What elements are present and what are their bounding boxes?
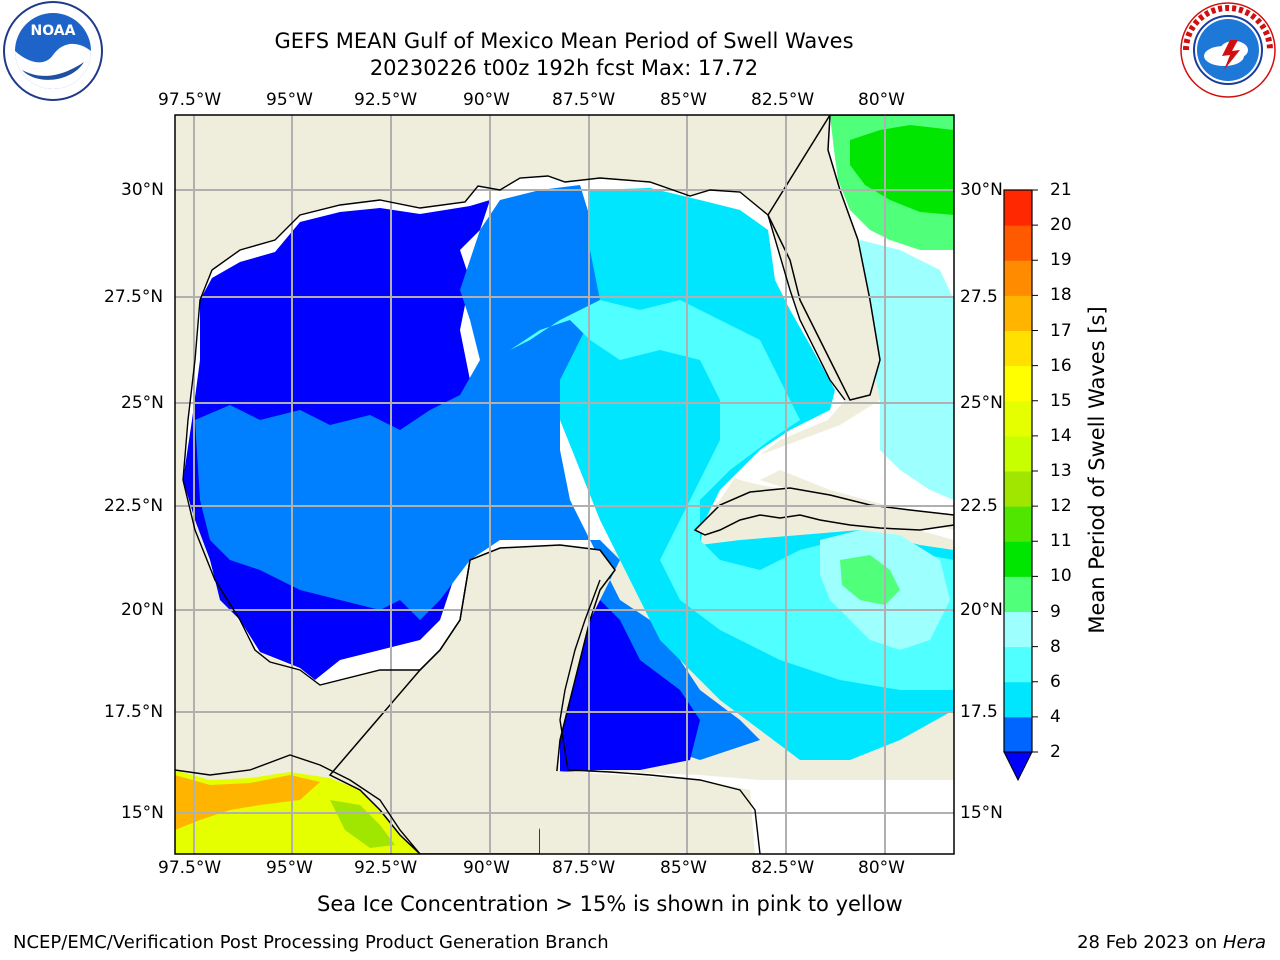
colorbar-segment (1004, 716, 1032, 753)
lon-label-bottom: 80°W (858, 858, 905, 878)
lat-label-left: 27.5°N (104, 287, 164, 307)
lon-label-top: 95°W (266, 90, 313, 110)
colorbar-segment (1004, 471, 1032, 507)
colorbar-segment (1004, 681, 1032, 718)
lat-label-left: 17.5°N (104, 702, 164, 722)
colorbar-tick-label: 20 (1050, 215, 1072, 236)
colorbar-tick-label: 10 (1050, 566, 1072, 587)
lat-label-right: 22.5 (960, 496, 998, 516)
colorbar-segment (1004, 365, 1032, 402)
colorbar-label: Mean Period of Swell Waves [s] (1085, 306, 1109, 634)
sea-ice-note: Sea Ice Concentration > 15% is shown in … (317, 892, 903, 916)
colorbar-segment (1004, 225, 1032, 261)
colorbar-tick-label: 8 (1050, 636, 1061, 657)
lat-label-right: 20°N (960, 600, 1003, 620)
noaa-logo: NOAA (2, 0, 104, 102)
colorbar (1003, 189, 1038, 782)
noaa-logo-text: NOAA (31, 23, 76, 39)
lon-label-top: 85°W (660, 90, 707, 110)
coastline-pacific (175, 754, 421, 854)
lat-label-left: 15°N (121, 803, 164, 823)
lat-label-left: 20°N (121, 600, 164, 620)
colorbar-segment (1004, 646, 1032, 683)
colorbar-tick-label: 11 (1050, 531, 1072, 552)
coastline-belize (559, 579, 761, 854)
colorbar-segment (1004, 541, 1032, 577)
map-frame (174, 114, 955, 855)
lat-label-right: 17.5 (960, 702, 998, 722)
colorbar-tick-label: 14 (1050, 425, 1072, 446)
lon-label-bottom: 87.5°W (552, 858, 616, 878)
lat-label-right: 27.5 (960, 287, 998, 307)
colorbar-tick-label: 17 (1050, 320, 1072, 341)
footer-host: Hera (1222, 932, 1266, 953)
lat-label-right: 15°N (960, 803, 1003, 823)
swell-band-pacific-orange (175, 775, 320, 830)
colorbar-tick-label: 18 (1050, 285, 1072, 306)
coastline-mexico (182, 479, 471, 686)
lat-label-right: 30°N (960, 180, 1003, 200)
colorbar-tick-label: 6 (1050, 671, 1061, 692)
lon-label-bottom: 92.5°W (354, 858, 418, 878)
lon-label-bottom: 90°W (463, 858, 510, 878)
swell-band-10-11s-atlantic (850, 125, 954, 215)
footer-credit: NCEP/EMC/Verification Post Processing Pr… (13, 932, 609, 953)
lon-label-bottom: 95°W (266, 858, 313, 878)
lon-label-top: 82.5°W (751, 90, 815, 110)
lon-label-bottom: 97.5°W (158, 858, 222, 878)
lon-label-top: 87.5°W (552, 90, 616, 110)
colorbar-tick-label: 12 (1050, 496, 1072, 517)
colorbar-tick-label: 15 (1050, 390, 1072, 411)
colorbar-segment (1004, 260, 1032, 296)
colorbar-segment (1004, 611, 1032, 648)
colorbar-segment (1004, 190, 1032, 226)
colorbar-tick-label: 2 (1050, 742, 1061, 762)
colorbar-under-triangle (1003, 751, 1033, 782)
graticule (175, 115, 954, 854)
colorbar-tick-label: 13 (1050, 461, 1072, 481)
lat-label-left: 30°N (121, 180, 164, 200)
lon-label-bottom: 82.5°W (751, 858, 815, 878)
swell-band-2-4s-central (195, 185, 760, 760)
colorbar-segment (1004, 400, 1032, 437)
colorbar-segment (1004, 506, 1032, 542)
lat-label-left: 25°N (121, 393, 164, 413)
coastline (182, 175, 846, 481)
lat-label-right: 25°N (960, 393, 1003, 413)
colorbar-segment (1004, 576, 1032, 612)
florida-land (767, 115, 954, 401)
colorbar-segment (1004, 295, 1032, 331)
lon-label-bottom: 85°W (660, 858, 707, 878)
colorbar-tick-label: 19 (1050, 250, 1072, 271)
lat-label-left: 22.5°N (104, 496, 164, 516)
colorbar-segment (1004, 435, 1032, 472)
lon-label-top: 97.5°W (158, 90, 222, 110)
swell-band-8-9s-atlantic (860, 240, 954, 500)
lon-label-top: 80°W (858, 90, 905, 110)
colorbar-tick-label: 4 (1050, 706, 1061, 727)
swell-band-under-2s-south (560, 600, 700, 772)
footer-date-text: 28 Feb 2023 on (1077, 932, 1223, 953)
map-title: GEFS MEAN Gulf of Mexico Mean Period of … (274, 29, 854, 53)
colorbar-tick-label: 21 (1050, 180, 1072, 200)
colorbar-segment (1004, 330, 1032, 367)
map-subtitle: 20230226 t00z 192h fcst Max: 17.72 (369, 56, 759, 80)
nws-logo (1178, 0, 1278, 100)
lon-label-top: 92.5°W (354, 90, 418, 110)
colorbar-tick-label: 9 (1050, 601, 1061, 622)
lon-label-top: 90°W (463, 90, 510, 110)
colorbar-tick-label: 16 (1050, 355, 1072, 376)
cuba-land (693, 487, 954, 536)
footer-date: 28 Feb 2023 on Hera (1077, 932, 1266, 954)
